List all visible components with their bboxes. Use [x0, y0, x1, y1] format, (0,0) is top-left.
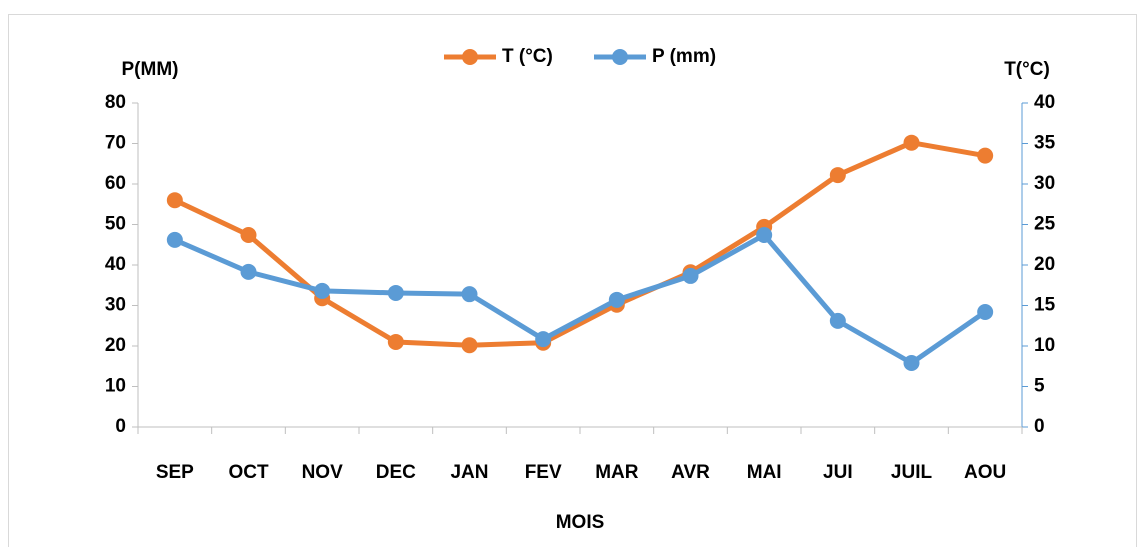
x-axis-label: MOIS — [556, 512, 605, 533]
data-point — [240, 227, 257, 244]
data-point — [166, 192, 183, 209]
x-tick-label: AVR — [671, 462, 710, 483]
y-tick-label: 50 — [105, 214, 126, 235]
data-point — [756, 227, 773, 244]
data-point — [608, 291, 625, 308]
y2-tick-label: 5 — [1034, 376, 1045, 397]
y2-tick-label: 15 — [1034, 295, 1056, 316]
y2-axis-label: T(°C) — [1004, 59, 1050, 80]
data-point — [903, 134, 920, 151]
series-line — [173, 232, 987, 366]
data-point — [240, 263, 257, 280]
data-point — [829, 167, 846, 184]
data-point — [166, 231, 183, 248]
legend-marker — [612, 49, 628, 65]
x-tick-label: JAN — [450, 462, 488, 483]
x-tick-label: JUIL — [891, 462, 933, 483]
data-point — [461, 286, 478, 303]
legend-label: T (°C) — [502, 46, 553, 67]
x-tick-label: NOV — [302, 462, 344, 483]
data-point — [461, 337, 478, 354]
y2-tick-label: 30 — [1034, 173, 1055, 194]
y2-tick-label: 35 — [1034, 133, 1056, 154]
data-point — [903, 355, 920, 372]
y-tick-label: 20 — [105, 335, 126, 356]
y-tick-label: 70 — [105, 133, 126, 154]
y2-tick-label: 25 — [1034, 214, 1056, 235]
y-tick-label: 40 — [105, 254, 126, 275]
x-tick-label: OCT — [228, 462, 269, 483]
y-tick-label: 30 — [105, 295, 126, 316]
y-tick-label: 80 — [105, 92, 126, 113]
legend-label: P (mm) — [652, 46, 716, 67]
x-tick-label: DEC — [376, 462, 416, 483]
chart-frame — [8, 14, 1137, 547]
y2-tick-label: 0 — [1034, 416, 1045, 437]
data-point — [829, 312, 846, 329]
x-tick-label: AOU — [964, 462, 1006, 483]
data-point — [977, 303, 994, 320]
x-tick-label: SEP — [156, 462, 194, 483]
data-point — [682, 267, 699, 284]
y2-tick-label: 40 — [1034, 92, 1055, 113]
y2-tick-label: 10 — [1034, 335, 1055, 356]
data-point — [387, 333, 404, 350]
legend-marker — [462, 49, 478, 65]
x-tick-label: MAI — [747, 462, 782, 483]
y-tick-label: 10 — [105, 376, 126, 397]
y-tick-label: 60 — [105, 173, 126, 194]
data-point — [387, 284, 404, 301]
x-tick-label: JUI — [823, 462, 853, 483]
x-tick-label: FEV — [525, 462, 562, 483]
y2-tick-label: 20 — [1034, 254, 1055, 275]
y-axis-label: P(MM) — [122, 59, 179, 80]
y-tick-label: 0 — [115, 416, 126, 437]
data-point — [314, 282, 331, 299]
x-tick-label: MAR — [595, 462, 639, 483]
data-point — [535, 331, 552, 348]
data-point — [977, 147, 994, 164]
